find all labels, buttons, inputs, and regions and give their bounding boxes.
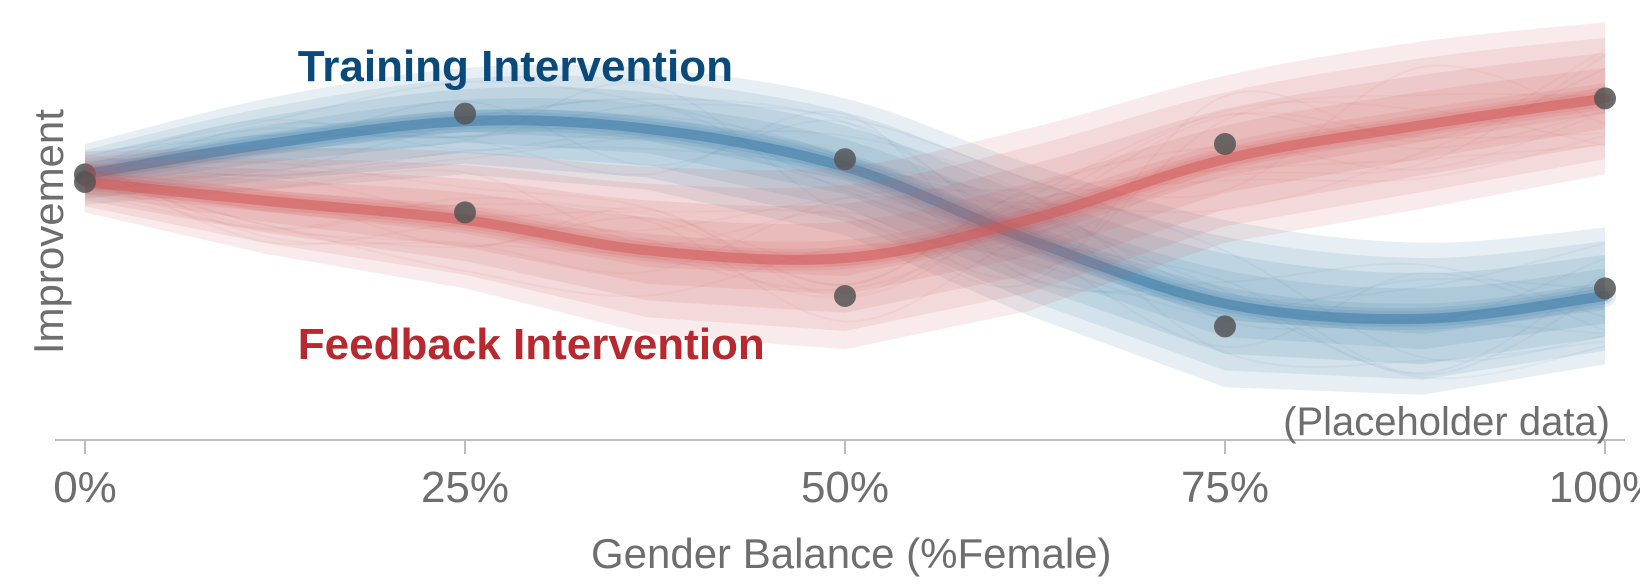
intervention-chart: 0% 25% 50% 75% 100% Improvement Gender Balan… bbox=[0, 0, 1640, 588]
x-tick-label: 25% bbox=[421, 463, 509, 512]
feedback-data-point bbox=[834, 285, 856, 307]
feedback-series-label: Feedback Intervention bbox=[298, 320, 765, 370]
training-series-label: Training Intervention bbox=[298, 42, 733, 92]
training-data-point bbox=[454, 103, 476, 125]
feedback-data-point bbox=[74, 171, 96, 193]
x-axis-label: Gender Balance (%Female) bbox=[591, 530, 1112, 578]
chart-svg: 0% 25% 50% 75% 100% bbox=[0, 0, 1640, 588]
x-tick-label: 50% bbox=[801, 463, 889, 512]
training-data-point bbox=[1594, 277, 1616, 299]
placeholder-disclaimer: (Placeholder data) bbox=[1283, 400, 1610, 445]
x-tick-label: 75% bbox=[1181, 463, 1269, 512]
feedback-data-point bbox=[1594, 87, 1616, 109]
training-data-point bbox=[1214, 315, 1236, 337]
x-tick-label: 0% bbox=[53, 463, 117, 512]
x-tick-label: 100% bbox=[1549, 463, 1640, 512]
y-axis-label: Improvement bbox=[25, 109, 73, 354]
feedback-data-point bbox=[1214, 133, 1236, 155]
feedback-data-point bbox=[454, 201, 476, 223]
